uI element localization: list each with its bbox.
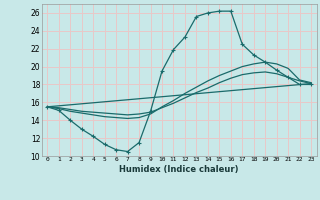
X-axis label: Humidex (Indice chaleur): Humidex (Indice chaleur) — [119, 165, 239, 174]
